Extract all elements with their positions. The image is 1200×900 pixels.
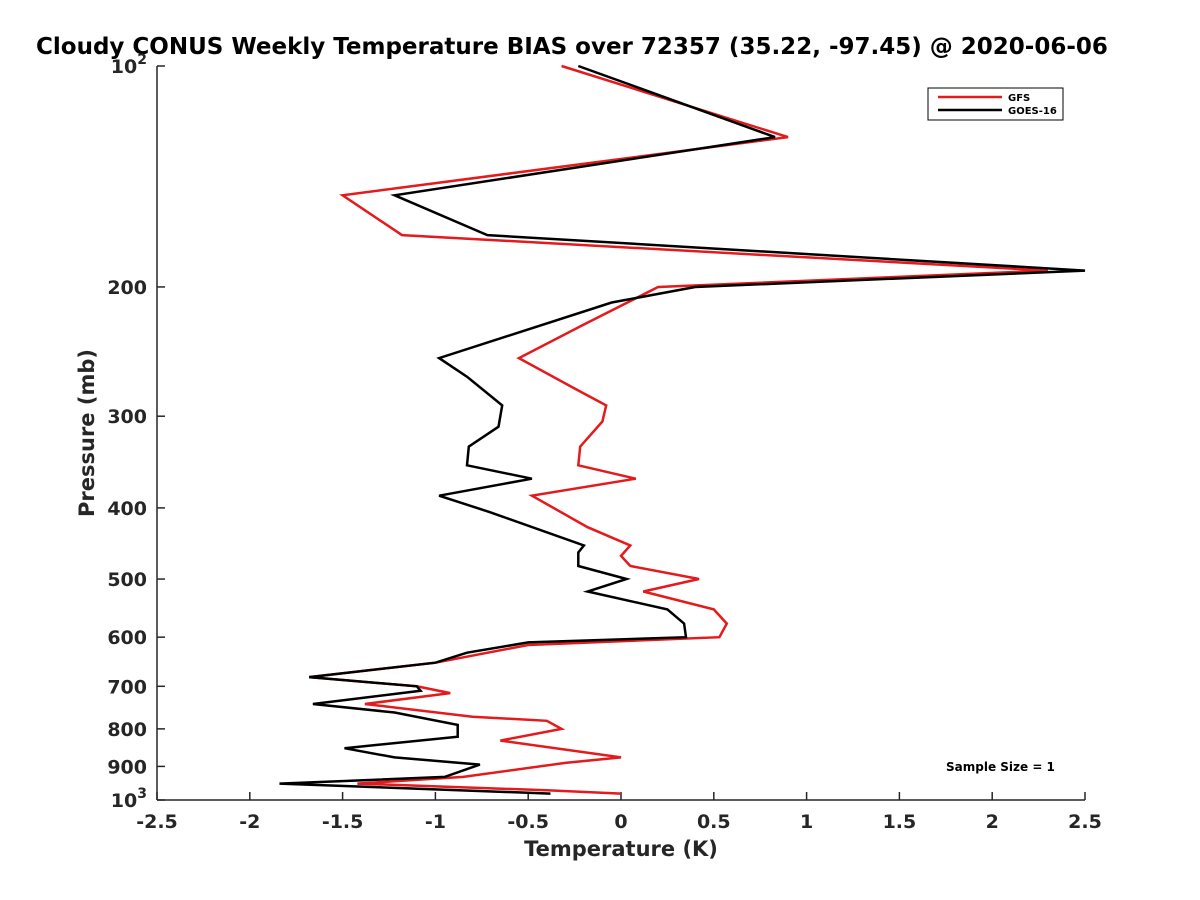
- y-tick-label: 103: [111, 786, 147, 812]
- y-tick-label: 500: [107, 569, 147, 591]
- y-axis-label: Pressure (mb): [75, 349, 99, 517]
- x-tick-label: 1: [800, 811, 813, 833]
- y-tick-base: 10: [111, 790, 137, 812]
- y-tick-label: 700: [107, 676, 147, 698]
- plot-axes: [156, 66, 1085, 801]
- x-tick-group: -2.5 -2 -1.5 -1 -0.5 0 0.5 1 1.5 2 2.5: [136, 792, 1102, 833]
- x-tick-label: 1.5: [883, 811, 917, 833]
- x-tick-label: -2: [239, 811, 260, 833]
- y-tick-label: 300: [107, 406, 147, 428]
- series-line-goes-16: [279, 64, 1086, 795]
- x-tick-label: 2: [986, 811, 999, 833]
- x-tick-label: 0: [614, 811, 627, 833]
- y-tick-label: 200: [107, 277, 147, 299]
- series-line-gfs: [309, 64, 1048, 795]
- y-tick-exponent: 3: [137, 786, 147, 802]
- x-tick-label: -0.5: [507, 811, 549, 833]
- x-tick-label: -2.5: [136, 811, 178, 833]
- x-axis-label: Temperature (K): [524, 837, 718, 861]
- legend: GFS GOES-16: [927, 87, 1064, 121]
- x-tick-label: -1.5: [322, 811, 364, 833]
- y-tick-base: 10: [111, 56, 137, 78]
- legend-label-goes16: GOES-16: [1008, 106, 1057, 117]
- series-layer: [279, 64, 1086, 795]
- x-tick-label: 2.5: [1068, 811, 1102, 833]
- legend-label-gfs: GFS: [1008, 93, 1030, 104]
- chart-title: Cloudy CONUS Weekly Temperature BIAS ove…: [36, 34, 1108, 60]
- y-tick-label: 600: [107, 627, 147, 649]
- x-tick-label: -1: [425, 811, 446, 833]
- y-tick-label: 900: [107, 756, 147, 778]
- x-tick-label: 0.5: [697, 811, 731, 833]
- y-tick-label: 400: [107, 498, 147, 520]
- y-tick-label: 102: [111, 52, 147, 78]
- legend-box: [927, 87, 1064, 121]
- y-tick-label: 800: [107, 719, 147, 741]
- sample-size-annotation: Sample Size = 1: [946, 760, 1055, 774]
- y-tick-exponent: 2: [137, 52, 147, 68]
